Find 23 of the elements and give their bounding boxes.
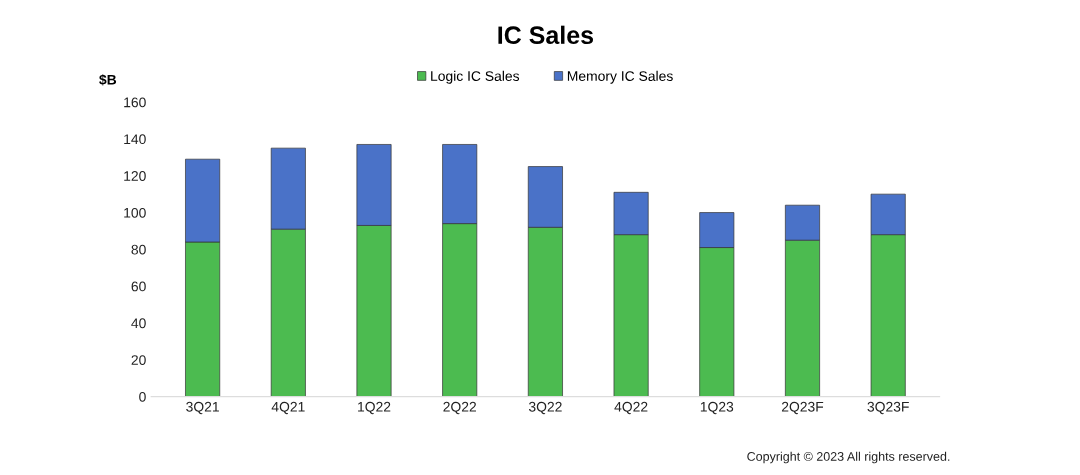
y-tick-label: 60 <box>131 281 146 292</box>
x-tick-label: 4Q22 <box>614 401 648 415</box>
x-tick-label: 3Q21 <box>186 401 219 415</box>
y-axis-title: $B <box>99 74 117 86</box>
y-tick-label: 100 <box>124 207 146 218</box>
x-tick-label: 1Q23 <box>700 401 734 415</box>
x-tick-label: 4Q21 <box>271 401 305 415</box>
legend-label: Logic IC Sales <box>431 70 520 84</box>
x-tick-label: 3Q22 <box>528 401 562 415</box>
y-tick-label: 0 <box>139 391 146 402</box>
y-tick-label: 160 <box>124 97 146 108</box>
chart-title: IC Sales <box>498 25 594 45</box>
text: Copyright © 2023 All rights reserved. <box>747 451 950 464</box>
x-tick-label: 1Q22 <box>358 401 391 415</box>
x-tick-label: 2Q23F <box>781 401 824 415</box>
legend-label: Memory IC Sales <box>567 70 673 84</box>
y-tick-label: 20 <box>131 355 146 365</box>
y-tick-label: 120 <box>124 171 146 181</box>
y-tick-label: 140 <box>124 134 146 145</box>
y-tick-label: 80 <box>131 244 146 255</box>
y-tick-label: 40 <box>131 318 146 329</box>
x-tick-label: 2Q22 <box>443 401 476 415</box>
x-tick-label: 3Q23F <box>867 401 909 415</box>
